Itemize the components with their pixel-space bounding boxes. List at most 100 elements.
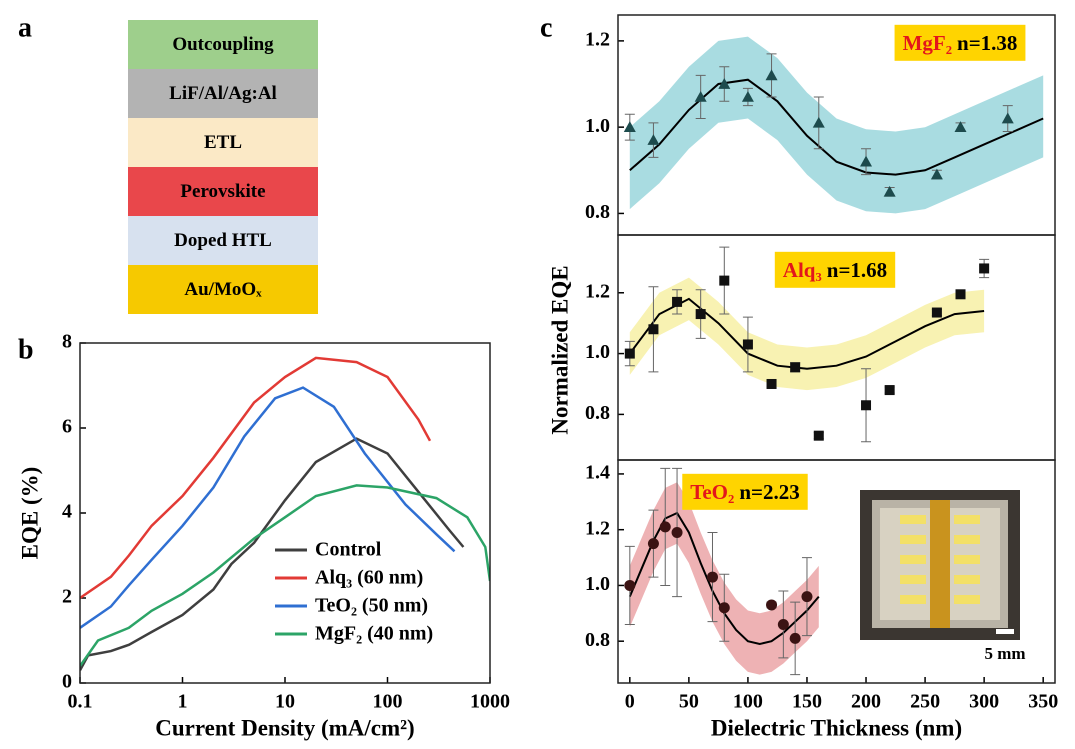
marker	[694, 90, 707, 102]
annotation-material: MgF₂	[903, 31, 952, 55]
y-tick-label: 0.8	[585, 201, 610, 223]
x-tick-label: 150	[792, 691, 822, 713]
layer	[128, 20, 318, 69]
layer-label: Doped HTL	[174, 230, 272, 251]
legend-label: Alq₃ (60 nm)	[315, 567, 423, 589]
confidence-band	[629, 36, 1044, 214]
annotation-box	[894, 24, 1026, 61]
y-tick-label: 0	[62, 671, 72, 693]
series-line	[80, 356, 432, 600]
x-axis-label: Dielectric Thickness (nm)	[711, 715, 962, 740]
y-tick-label: 8	[62, 331, 72, 353]
y-tick-label: 1.4	[585, 462, 610, 484]
marker	[979, 263, 990, 274]
marker	[766, 378, 777, 389]
y-tick-label: 1.2	[585, 517, 610, 539]
x-tick-label: 10	[275, 691, 295, 713]
axes-frame	[617, 459, 1056, 684]
y-tick-label: 1.0	[585, 573, 610, 595]
annotation-material: Alq₃	[783, 258, 822, 282]
plot-area	[629, 36, 1044, 214]
marker	[659, 521, 671, 533]
y-tick-label: 1.0	[585, 115, 610, 137]
annotation-index: n=1.68	[827, 258, 887, 282]
x-tick-label: 100	[733, 691, 763, 713]
photo-electrode	[930, 500, 950, 628]
marker	[813, 430, 824, 441]
marker	[812, 116, 825, 128]
marker	[789, 632, 801, 644]
y-axis-label: Normalized EQE	[547, 265, 572, 434]
series-line	[80, 386, 456, 629]
layer-label: Perovskite	[180, 181, 265, 202]
annotation-material: TeO₂	[690, 480, 734, 504]
marker	[790, 362, 801, 373]
scale-bar	[996, 629, 1014, 634]
layer	[128, 216, 318, 265]
panel-label: a	[18, 12, 32, 43]
marker	[647, 538, 659, 550]
x-tick-label: 50	[679, 691, 699, 713]
y-tick-label: 1.2	[585, 280, 610, 302]
plot-area	[628, 277, 985, 391]
chart-panel: 0.8 1.0 1.2 1.4 0 50 100 150 200 250 300 350 Dielect…	[585, 459, 1058, 740]
legend-label: TeO₂ (50 nm)	[315, 595, 428, 617]
photo-pixels	[900, 515, 980, 604]
marker	[623, 121, 636, 132]
x-tick-label: 100	[373, 691, 403, 713]
marker	[954, 121, 967, 132]
marker	[765, 69, 778, 81]
marker	[884, 385, 895, 396]
inset-photo: 5 mm	[860, 490, 1026, 663]
marker	[672, 296, 683, 307]
confidence-band	[629, 277, 985, 391]
chart-panel: 0.8 1.0 1.2 Normalized EQE Alq₃ n=1.68	[547, 234, 1056, 461]
marker	[648, 324, 659, 335]
y-tick-label: 0.8	[585, 629, 610, 651]
marker	[695, 309, 706, 320]
y-tick-label: 1.2	[585, 28, 610, 50]
annotation: MgF₂ n=1.38	[903, 31, 1018, 55]
axes-frame	[79, 342, 491, 684]
marker	[955, 289, 966, 300]
legend-label: Control	[315, 539, 382, 561]
marker	[624, 348, 635, 359]
x-tick-label: 200	[851, 691, 881, 713]
y-tick-label: 4	[62, 501, 72, 523]
layer-label: Au/MoOₓ	[184, 279, 262, 300]
layer-label: ETL	[204, 132, 242, 153]
y-tick-label: 2	[62, 586, 72, 608]
marker	[718, 602, 730, 614]
legend-label: MgF₂ (40 nm)	[315, 623, 433, 645]
x-axis-label: Current Density (mA/cm²)	[155, 715, 414, 740]
layer-label: LiF/Al/Ag:Al	[169, 83, 277, 104]
marker	[741, 90, 754, 102]
layer	[128, 167, 318, 216]
x-tick-label: 250	[910, 691, 940, 713]
marker	[718, 78, 731, 89]
layer-label: Outcoupling	[172, 34, 274, 55]
chart-panel: 0 2 4 6 8 0.1 1 10 100 1000 Current Density (mA/cm…	[17, 331, 510, 741]
layer	[128, 118, 318, 167]
scale-label: 5 mm	[984, 644, 1025, 663]
layer-group: Outcoupling LiF/Al/Ag:Al ETL Perovskite Dope…	[128, 20, 318, 314]
y-axis-label: EQE (%)	[17, 467, 42, 560]
y-tick-label: 6	[62, 416, 72, 438]
marker	[647, 134, 660, 145]
chart-panel: 0.8 1.0 1.2 MgF₂ n=1.38	[585, 14, 1056, 236]
plot-area	[80, 356, 490, 671]
marker	[931, 307, 942, 318]
y-tick-label: 1.0	[585, 341, 610, 363]
marker	[671, 526, 683, 538]
marker	[742, 339, 753, 350]
marker	[861, 400, 872, 411]
annotation: Alq₃ n=1.68	[783, 258, 887, 282]
marker	[777, 618, 789, 630]
x-tick-label: 0.1	[68, 691, 93, 713]
panel-label: c	[540, 12, 552, 43]
marker	[930, 168, 943, 180]
fit-line	[628, 297, 985, 370]
annotation-box	[774, 251, 896, 288]
